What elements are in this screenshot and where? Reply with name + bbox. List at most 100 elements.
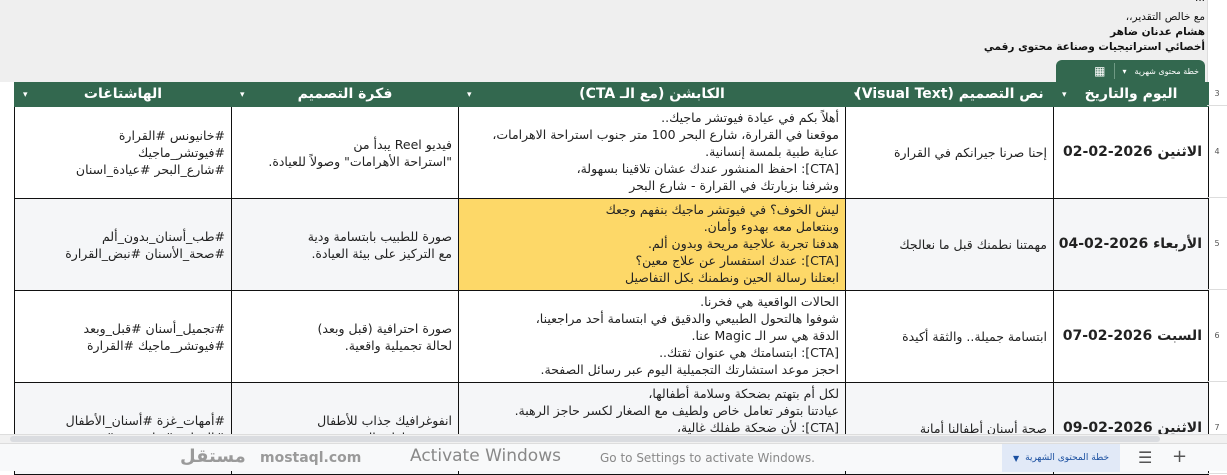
row-number[interactable]: 3 xyxy=(1207,82,1227,106)
caret-down-icon[interactable]: ▼ xyxy=(1012,453,1020,463)
divider xyxy=(1113,63,1115,79)
header-label: الهاشتاغات xyxy=(83,86,163,102)
filter-chevron-icon[interactable]: ▾ xyxy=(23,90,28,100)
note-truncated-line: ... xyxy=(1195,0,1205,4)
design-line: مع التركيز على بيئة العيادة. xyxy=(311,245,452,261)
table-name-label: خطة محتوى شهرية xyxy=(1134,66,1199,76)
table-row: السبت 2026-02-07 ابتسامة جميلة.. والثقة أ… xyxy=(14,290,1209,383)
header-col-caption[interactable]: الكابشن (مع الـ CTA) ▾ xyxy=(458,82,846,107)
design-line: انفوغرافيك جذاب للأطفال xyxy=(317,412,452,428)
watermark-url: mostaql.com xyxy=(260,450,362,466)
cell-visual-text[interactable]: مهمتنا نطمنك قبل ما نعالجك xyxy=(845,198,1054,291)
caption-line: احجز موعد استشارتك التجميلية اليوم عبر ر… xyxy=(540,362,839,377)
cell-design-idea[interactable]: فيديو Reel يبدأ من "استراحة الأهرامات" وص… xyxy=(231,106,459,199)
sheet-tab-bar: خطة المحتوى الشهرية ▼ ☰ + xyxy=(0,443,1227,472)
header-col-visual-text[interactable]: نص التصميم (Visual Text) ▾ xyxy=(845,82,1054,107)
date-text: الاثنين 2026-02-02 xyxy=(1063,144,1202,160)
visual-text: ابتسامة جميلة.. والثقة أكيدة xyxy=(902,329,1047,344)
scrollbar-thumb[interactable] xyxy=(10,436,1160,442)
hashtags-line: #طب_أسنان_بدون_ألم xyxy=(101,228,225,244)
table-icon[interactable]: ▦ xyxy=(1094,64,1106,78)
caption-line: وبنتعامل معه بهدوء وأمان. xyxy=(703,219,839,234)
visual-text: مهمتنا نطمنك قبل ما نعالجك xyxy=(899,237,1047,252)
header-label: نص التصميم (Visual Text) xyxy=(855,86,1044,102)
filter-chevron-icon[interactable]: ▾ xyxy=(854,90,859,100)
header-label: اليوم والتاريخ xyxy=(1084,86,1178,102)
header-col-hashtags[interactable]: الهاشتاغات ▾ xyxy=(14,82,232,107)
note-closing: مع خالص التقدير،، xyxy=(1125,11,1205,23)
sheet-tab-label: خطة المحتوى الشهرية xyxy=(1025,453,1110,463)
caption-line: الدقة هي سر الـ Magic عنا. xyxy=(691,328,839,343)
hashtags-line: #فيوتشر_ماجيك xyxy=(138,145,225,160)
header-col-day-date[interactable]: اليوم والتاريخ ▾ xyxy=(1053,82,1209,107)
caption-line: لكل أم بتهتم بضحكة وسلامة أطفالها، xyxy=(648,386,839,401)
chevron-down-icon[interactable]: ▾ xyxy=(1122,66,1127,76)
date-text: السبت 2026-02-07 xyxy=(1062,328,1202,344)
content-plan-table: اليوم والتاريخ ▾ نص التصميم (Visual Text) ▾… xyxy=(14,82,1209,475)
row-number[interactable]: 6 xyxy=(1207,290,1227,382)
header-label: الكابشن (مع الـ CTA) xyxy=(579,86,725,102)
design-line: لحالة تجميلية واقعية. xyxy=(344,337,452,353)
cell-hashtags[interactable]: #تجميل_أسنان #قبل_وبعد #فيوتشر_ماجيك #الق… xyxy=(14,290,232,383)
header-label: فكرة التصميم xyxy=(297,86,393,102)
header-col-design-idea[interactable]: فكرة التصميم ▾ xyxy=(231,82,459,107)
cell-hashtags[interactable]: #طب_أسنان_بدون_ألم #صحة_الأسنان #نبض_القر… xyxy=(14,198,232,291)
cell-date[interactable]: السبت 2026-02-07 xyxy=(1053,290,1209,383)
cell-design-idea[interactable]: صورة احترافية (قبل وبعد) لحالة تجميلية وا… xyxy=(231,290,459,383)
row-number[interactable]: 4 xyxy=(1207,106,1227,198)
caption-line: [CTA]: احفظ المنشور عندك عشان تلاقينا بس… xyxy=(576,161,839,176)
cell-caption[interactable]: الحالات الواقعية هي فخرنا. شوفوا هالتحول … xyxy=(458,290,846,383)
caption-line: وشرفنا بزيارتك في القرارة - شارع البحر xyxy=(629,178,839,193)
caption-line: الحالات الواقعية هي فخرنا. xyxy=(700,294,839,309)
caption-line: عيادتنا بتوفر تعامل خاص ولطيف مع الصغار … xyxy=(514,403,839,418)
hashtags-line: #صحة_الأسنان #نبض_القرارة xyxy=(65,245,225,261)
caption-line: ليش الخوف؟ في فيوتشر ماجيك بنفهم وجعك xyxy=(605,202,839,217)
row-number[interactable]: 5 xyxy=(1207,198,1227,290)
cell-date[interactable]: الاثنين 2026-02-02 xyxy=(1053,106,1209,199)
header-row: اليوم والتاريخ ▾ نص التصميم (Visual Text) ▾… xyxy=(14,82,1209,107)
design-line: فيديو Reel يبدأ من xyxy=(353,136,452,152)
caption-line: أهلاً بكم في عيادة فيوتشر ماجيك.. xyxy=(661,110,839,125)
cell-visual-text[interactable]: إحنا صرنا جيرانكم في القرارة xyxy=(845,106,1054,199)
design-line: صورة احترافية (قبل وبعد) xyxy=(317,320,452,336)
caption-line: [CTA]: عندك استفسار عن علاج معين؟ xyxy=(635,253,839,268)
cell-date[interactable]: الأربعاء 2026-02-04 xyxy=(1053,198,1209,291)
horizontal-scrollbar[interactable] xyxy=(0,434,1227,443)
cell-visual-text[interactable]: ابتسامة جميلة.. والثقة أكيدة xyxy=(845,290,1054,383)
visual-text: إحنا صرنا جيرانكم في القرارة xyxy=(894,145,1047,160)
cell-design-idea[interactable]: صورة للطبيب بابتسامة ودية مع التركيز على … xyxy=(231,198,459,291)
add-sheet-icon[interactable]: + xyxy=(1172,446,1188,467)
caption-line: [CTA]: لأن ضحكة طفلك غالية، xyxy=(676,420,839,435)
caption-line: هدفنا تجربة علاجية مريحة وبدون ألم. xyxy=(647,236,839,251)
design-line: صورة للطبيب بابتسامة ودية xyxy=(307,228,452,244)
caption-line: عناية طبية بلمسة إنسانية. xyxy=(705,144,839,159)
hashtags-line: #أمهات_غزة #أسنان_الأطفال xyxy=(65,412,225,428)
table-name-chip[interactable]: خطة محتوى شهرية ▾ ▦ xyxy=(1056,60,1205,82)
watermark-logo: مستقل xyxy=(180,446,246,467)
hashtags-line: #فيوتشر_ماجيك #القرارة xyxy=(86,337,225,353)
note-signature-title: أخصائي استراتيجيات وصناعة محتوى رقمي xyxy=(983,41,1205,53)
merged-note-cell[interactable]: ... مع خالص التقدير،، هشام عدنان ضاهر أخ… xyxy=(0,0,1227,82)
design-line: "استراحة الأهرامات" وصولاً للعيادة. xyxy=(268,153,452,169)
hashtags-line: #خانيونس #القرارة xyxy=(118,128,225,143)
cell-hashtags[interactable]: #خانيونس #القرارة #فيوتشر_ماجيك #شارع_البح… xyxy=(14,106,232,199)
date-text: الاثنين 2026-02-09 xyxy=(1063,420,1202,436)
filter-chevron-icon[interactable]: ▾ xyxy=(467,90,472,100)
sheet-tab-monthly-plan[interactable]: خطة المحتوى الشهرية ▼ xyxy=(1002,444,1120,472)
caption-line: ابعتلنا رسالة الحين ونطمنك بكل التفاصيل xyxy=(625,270,839,285)
table-row: الأربعاء 2026-02-04 مهمتنا نطمنك قبل ما ن… xyxy=(14,198,1209,291)
caption-line: [CTA]: ابتسامتك هي عنوان ثقتك.. xyxy=(659,345,839,360)
visual-text: صحة أسنان أطفالنا أمانة xyxy=(919,421,1047,436)
hashtags-line: #تجميل_أسنان #قبل_وبعد xyxy=(83,320,225,336)
cell-caption[interactable]: ليش الخوف؟ في فيوتشر ماجيك بنفهم وجعك وبن… xyxy=(458,198,846,291)
hashtags-line: #شارع_البحر #عيادة_اسنان xyxy=(75,162,225,177)
filter-chevron-icon[interactable]: ▾ xyxy=(240,90,245,100)
all-sheets-menu-icon[interactable]: ☰ xyxy=(1138,448,1153,467)
filter-chevron-icon[interactable]: ▾ xyxy=(1062,90,1067,100)
date-text: الأربعاء 2026-02-04 xyxy=(1058,236,1202,252)
note-signature-name: هشام عدنان ضاهر xyxy=(1110,26,1205,38)
activate-windows-subtitle: Go to Settings to activate Windows. xyxy=(600,451,815,465)
cell-caption[interactable]: أهلاً بكم في عيادة فيوتشر ماجيك.. موقعنا … xyxy=(458,106,846,199)
caption-line: موقعنا في القرارة، شارع البحر 100 متر جن… xyxy=(492,127,839,142)
